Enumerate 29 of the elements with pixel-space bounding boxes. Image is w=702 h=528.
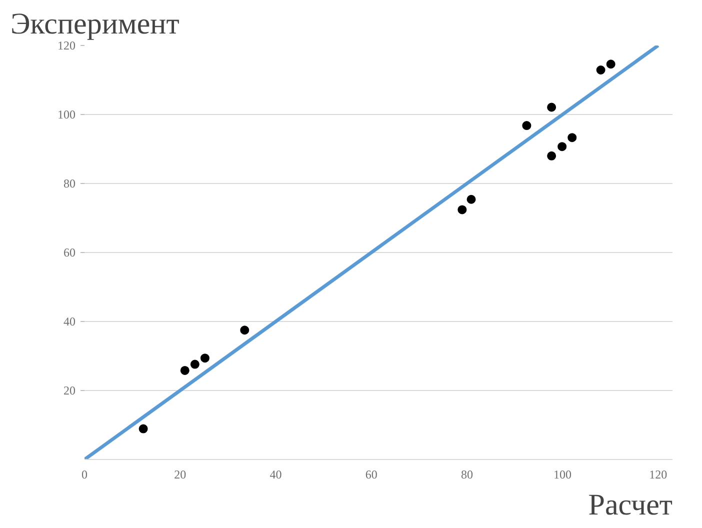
point	[200, 354, 210, 363]
y-tick-label: 100	[58, 108, 76, 122]
x-tick-label: 0	[82, 468, 88, 482]
point	[606, 60, 616, 69]
point	[547, 102, 556, 112]
x-tick-label: 40	[270, 468, 282, 482]
x-tick-label: 100	[554, 468, 572, 482]
x-axis-title: Расчет	[588, 488, 673, 522]
point	[240, 326, 250, 335]
y-tick-label: 120	[58, 38, 76, 52]
y-tick-label: 40	[64, 314, 76, 328]
x-tick-label: 60	[365, 468, 378, 482]
y-tick-label: 20	[64, 384, 76, 398]
point	[458, 205, 467, 214]
x-tick-label: 20	[174, 468, 186, 482]
y-axis-title: Эксперимент	[10, 8, 180, 40]
point	[568, 133, 577, 142]
x-tick-label: 80	[460, 468, 473, 482]
point	[558, 142, 567, 152]
x-tick-label: 120	[649, 468, 668, 482]
y-tick-label: 80	[64, 176, 76, 190]
point	[138, 424, 148, 434]
point	[180, 366, 190, 375]
point	[466, 194, 476, 204]
point	[547, 151, 556, 160]
point	[190, 360, 200, 369]
y-tick-label: 60	[64, 246, 76, 260]
point	[522, 121, 532, 130]
point	[596, 66, 606, 74]
